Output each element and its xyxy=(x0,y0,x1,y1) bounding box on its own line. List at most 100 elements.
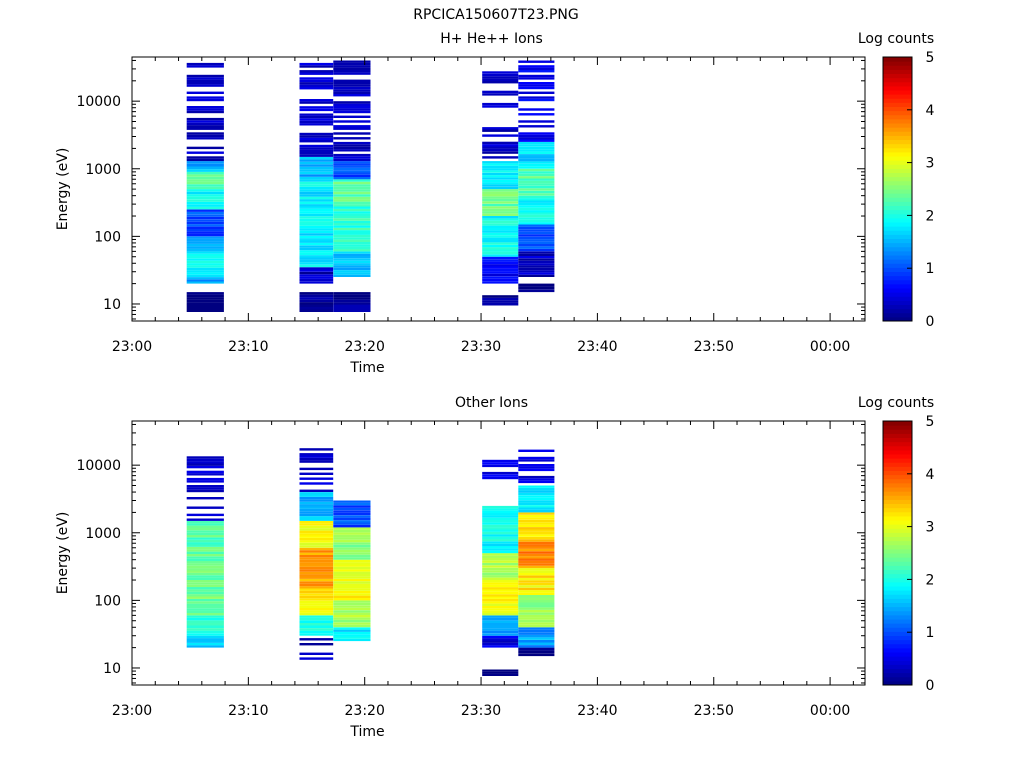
heatmap-cell xyxy=(518,60,555,63)
heatmap-cell xyxy=(333,253,371,256)
heatmap-cell xyxy=(482,625,519,628)
heatmap-cell xyxy=(333,559,371,563)
heatmap-cell xyxy=(482,242,519,245)
heatmap-cell xyxy=(333,631,371,635)
heatmap-cell xyxy=(518,529,555,532)
heatmap-cell xyxy=(299,164,334,167)
heatmap-cell xyxy=(299,255,334,258)
heatmap-cell xyxy=(333,79,371,82)
heatmap-cell xyxy=(299,540,334,543)
heatmap-cell xyxy=(333,86,371,90)
heatmap-cell xyxy=(333,260,371,263)
heatmap-cell xyxy=(299,559,334,563)
colorbar-segment xyxy=(883,238,912,244)
heatmap-cell xyxy=(333,181,371,185)
heatmap-cell xyxy=(186,640,224,643)
heatmap-cell xyxy=(299,482,334,485)
heatmap-cell xyxy=(518,181,555,184)
heatmap-cell xyxy=(299,240,334,243)
heatmap-cell xyxy=(518,558,555,561)
colorbar-segment xyxy=(883,73,912,79)
heatmap-cell xyxy=(299,499,334,502)
heatmap-cell xyxy=(333,564,371,567)
heatmap-cell xyxy=(299,528,334,531)
heatmap-cell xyxy=(482,259,519,262)
colorbar-segment xyxy=(883,515,912,521)
heatmap-cell xyxy=(482,198,519,202)
heatmap-cell xyxy=(299,569,334,572)
heatmap-cell xyxy=(518,614,555,618)
heatmap-cell xyxy=(482,550,519,554)
colorbar-segment xyxy=(883,433,912,439)
heatmap-cell xyxy=(518,190,555,194)
heatmap-cell xyxy=(333,627,371,630)
heatmap-cell xyxy=(333,612,371,615)
heatmap-cell xyxy=(186,91,224,94)
heatmap-cell xyxy=(299,547,334,551)
heatmap-cell xyxy=(518,512,555,515)
heatmap-cell xyxy=(186,463,224,466)
heatmap-cell xyxy=(186,204,224,207)
heatmap-cell xyxy=(299,171,334,175)
heatmap-cell xyxy=(299,538,334,541)
heatmap-cell xyxy=(333,515,371,518)
heatmap-cell xyxy=(299,276,334,279)
heatmap-cell xyxy=(299,120,334,124)
heatmap-cell xyxy=(299,176,334,180)
x-tick-label: 23:10 xyxy=(228,339,268,355)
heatmap-cell xyxy=(518,556,555,559)
heatmap-cell xyxy=(333,629,371,632)
heatmap-cell xyxy=(299,79,334,83)
heatmap-cell xyxy=(518,619,555,623)
heatmap-cell xyxy=(518,629,555,633)
heatmap-cell xyxy=(299,218,334,222)
heatmap-cell xyxy=(482,580,519,583)
heatmap-cell xyxy=(482,524,519,528)
heatmap-cell xyxy=(518,519,555,523)
heatmap-cell xyxy=(482,196,519,199)
heatmap-cell xyxy=(518,183,555,186)
heatmap-cell xyxy=(518,96,555,99)
heatmap-cell xyxy=(333,600,371,603)
colorbar-segment xyxy=(883,639,912,645)
heatmap-cell xyxy=(518,286,555,290)
heatmap-cell xyxy=(482,623,519,626)
heatmap-cell xyxy=(333,615,371,618)
colorbar-segment xyxy=(883,226,912,231)
colorbar-segment xyxy=(883,90,912,95)
y-tick-label: 100 xyxy=(94,593,121,609)
x-tick-label: 00:00 xyxy=(810,339,850,355)
colorbar-segment xyxy=(883,176,912,182)
colorbar-tick-label: 4 xyxy=(926,467,935,483)
heatmap-cell xyxy=(299,467,334,471)
heatmap-cell xyxy=(299,259,334,263)
colorbar-segment xyxy=(883,647,912,653)
heatmap-cell xyxy=(482,170,519,173)
colorbar-segment xyxy=(883,557,912,562)
heatmap-cell xyxy=(299,492,334,495)
heatmap-cell xyxy=(299,562,334,565)
heatmap-cell xyxy=(333,583,371,586)
heatmap-cell xyxy=(518,256,555,259)
heatmap-cell xyxy=(299,189,334,192)
colorbar-segment xyxy=(883,246,912,252)
heatmap-cell xyxy=(482,591,519,595)
heatmap-cell xyxy=(299,472,334,475)
heatmap-cell xyxy=(518,171,555,174)
heatmap-cell xyxy=(518,236,555,240)
heatmap-cell xyxy=(333,125,371,128)
colorbar-segment xyxy=(883,660,912,665)
heatmap-cell xyxy=(482,76,519,79)
heatmap-cell xyxy=(186,601,224,604)
heatmap-cell xyxy=(333,106,371,109)
heatmap-cell xyxy=(482,182,519,185)
heatmap-cell xyxy=(518,283,555,287)
heatmap-cell xyxy=(518,570,555,573)
y-axis-label: Energy (eV) xyxy=(55,148,71,231)
heatmap-cell xyxy=(186,539,224,543)
heatmap-cell xyxy=(518,246,555,249)
heatmap-cell xyxy=(299,657,334,660)
x-tick-label: 23:10 xyxy=(228,703,268,719)
heatmap-cell xyxy=(186,633,224,636)
